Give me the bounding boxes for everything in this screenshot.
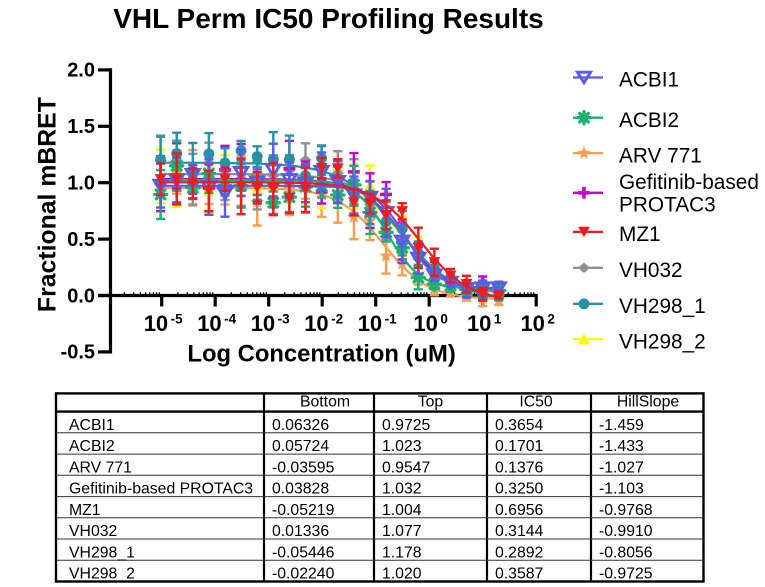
svg-text:ARV 771: ARV 771: [69, 459, 132, 476]
svg-text:ACBI1: ACBI1: [69, 417, 115, 434]
svg-text:Bottom: Bottom: [300, 394, 350, 411]
svg-text:VH298_1: VH298_1: [619, 295, 706, 318]
svg-text:VH032: VH032: [619, 259, 683, 282]
svg-text:-1.433: -1.433: [599, 438, 644, 455]
svg-text:0.3250: 0.3250: [495, 481, 544, 498]
svg-text:VHL Perm IC50 Profiling Result: VHL Perm IC50 Profiling Results: [113, 3, 544, 34]
svg-text:0.1701: 0.1701: [495, 438, 544, 455]
svg-text:ACBI2: ACBI2: [69, 438, 115, 455]
svg-text:-0.5: -0.5: [61, 342, 95, 364]
svg-text:HillSlope: HillSlope: [617, 394, 680, 411]
svg-text:-0.9768: -0.9768: [599, 502, 653, 519]
svg-text:-0.03595: -0.03595: [272, 459, 335, 476]
svg-text:Gefitinib-based: Gefitinib-based: [619, 171, 759, 194]
svg-text:0.5: 0.5: [67, 229, 95, 251]
svg-text:0.3654: 0.3654: [495, 417, 544, 434]
svg-text:1.020: 1.020: [382, 566, 422, 583]
svg-text:VH298_1: VH298_1: [69, 544, 135, 561]
svg-text:1.178: 1.178: [382, 544, 422, 561]
svg-text:Top: Top: [418, 394, 444, 411]
svg-text:Log Concentration (uM): Log Concentration (uM): [187, 341, 455, 368]
svg-text:-1.459: -1.459: [599, 417, 644, 434]
svg-text:10-2: 10 -2: [304, 311, 343, 336]
svg-text:ACBI1: ACBI1: [619, 69, 679, 92]
svg-text:-1.103: -1.103: [599, 481, 644, 498]
svg-text:VH032: VH032: [69, 523, 117, 540]
svg-text:MZ1: MZ1: [619, 223, 661, 246]
svg-text:0.3144: 0.3144: [495, 523, 544, 540]
svg-text:1.032: 1.032: [382, 481, 422, 498]
svg-text:2.0: 2.0: [67, 60, 95, 82]
svg-text:Gefitinib-based PROTAC3: Gefitinib-based PROTAC3: [69, 481, 253, 498]
svg-text:0.06326: 0.06326: [272, 417, 329, 434]
svg-text:0.05724: 0.05724: [272, 438, 329, 455]
svg-text:ARV 771: ARV 771: [619, 144, 702, 167]
svg-text:0.0: 0.0: [67, 285, 95, 307]
svg-text:0.01336: 0.01336: [272, 523, 329, 540]
svg-text:IC50: IC50: [519, 394, 553, 411]
svg-text:-0.8056: -0.8056: [599, 544, 653, 561]
svg-text:0.9547: 0.9547: [382, 459, 430, 476]
svg-text:-1.027: -1.027: [599, 459, 644, 476]
svg-text:ACBI2: ACBI2: [619, 109, 679, 132]
svg-text:1.5: 1.5: [67, 116, 95, 138]
svg-text:1.0: 1.0: [67, 173, 95, 195]
svg-text:-0.9910: -0.9910: [599, 523, 653, 540]
svg-text:0.1376: 0.1376: [495, 459, 544, 476]
svg-text:0.3587: 0.3587: [495, 566, 543, 583]
svg-text:1.023: 1.023: [382, 438, 422, 455]
svg-text:0.2892: 0.2892: [495, 544, 543, 561]
svg-text:Fractional mBRET: Fractional mBRET: [35, 97, 62, 312]
svg-text:MZ1: MZ1: [69, 502, 101, 519]
svg-text:0.03828: 0.03828: [272, 481, 329, 498]
svg-text:-0.02240: -0.02240: [272, 566, 335, 583]
svg-text:VH298_2: VH298_2: [69, 566, 135, 583]
svg-text:1.004: 1.004: [382, 502, 422, 519]
svg-text:0.9725: 0.9725: [382, 417, 431, 434]
svg-text:-0.05219: -0.05219: [272, 502, 335, 519]
svg-text:-0.9725: -0.9725: [599, 566, 653, 583]
svg-text:-0.05446: -0.05446: [272, 544, 335, 561]
svg-text:0.6956: 0.6956: [495, 502, 544, 519]
svg-text:VH298_2: VH298_2: [619, 330, 706, 353]
svg-text:1.077: 1.077: [382, 523, 422, 540]
svg-text:PROTAC3: PROTAC3: [619, 194, 716, 217]
